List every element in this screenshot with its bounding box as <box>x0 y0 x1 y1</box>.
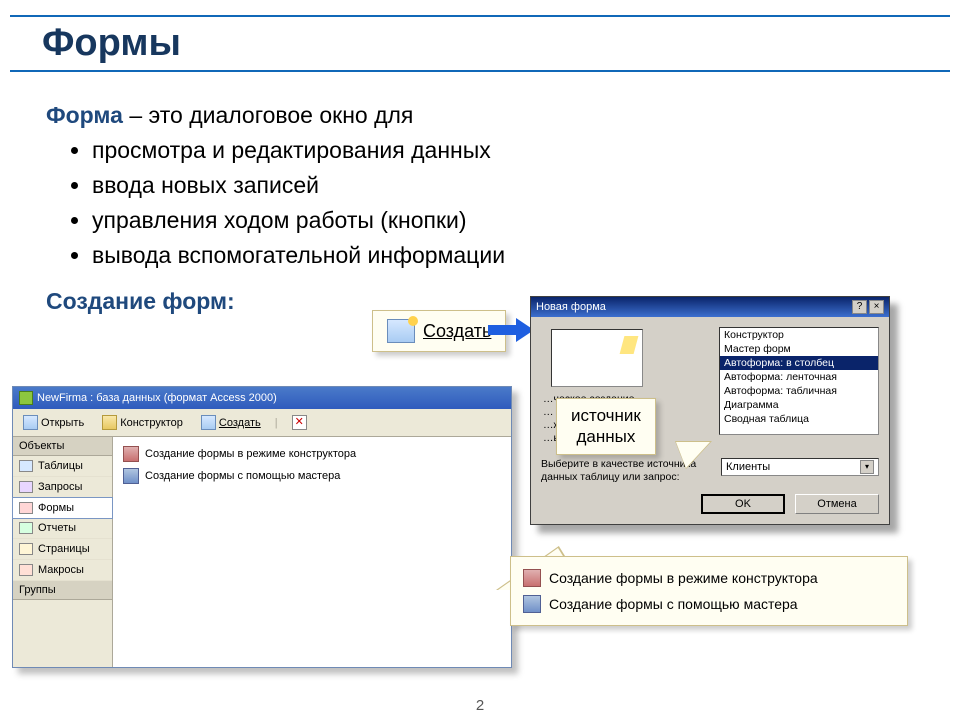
callout-tail <box>676 442 710 468</box>
form-type-option[interactable]: Диаграмма <box>720 398 878 412</box>
delete-icon <box>292 415 307 430</box>
list-item-label: Создание формы с помощью мастера <box>145 470 340 482</box>
arrow-icon <box>488 318 532 342</box>
form-wizard-icon <box>123 468 139 484</box>
ok-button[interactable]: OK <box>701 494 785 514</box>
list-item[interactable]: Создание формы в режиме конструктора <box>121 443 503 465</box>
form-wizard-icon <box>523 595 541 613</box>
sidebar-item-label: Запросы <box>38 481 82 493</box>
subheading: Создание форм: <box>46 288 235 315</box>
sidebar-item-label: Отчеты <box>38 522 76 534</box>
option-row[interactable]: Создание формы в режиме конструктора <box>521 565 897 591</box>
toolbar-create-label: Создать <box>219 417 261 429</box>
form-type-option[interactable]: Мастер форм <box>720 342 878 356</box>
form-design-icon <box>123 446 139 462</box>
sidebar-item-label: Таблицы <box>38 460 83 472</box>
objects-sidebar: Объекты Таблицы Запросы Формы Отчеты Стр… <box>13 437 113 667</box>
create-small-icon <box>201 415 216 430</box>
sidebar-item-label: Формы <box>38 502 74 514</box>
design-icon <box>102 415 117 430</box>
reports-icon <box>19 522 33 534</box>
title-region: Формы <box>0 0 960 86</box>
toolbar-create-button[interactable]: Создать <box>197 413 265 432</box>
sidebar-item-macros[interactable]: Макросы <box>13 560 112 581</box>
definition-keyword: Форма <box>46 102 123 128</box>
create-button-highlight[interactable]: Создать <box>372 310 506 352</box>
form-type-option[interactable]: Автоформа: ленточная <box>720 370 878 384</box>
sidebar-head-objects: Объекты <box>13 437 112 456</box>
bullet-item: вывода вспомогательной информации <box>92 240 505 271</box>
sidebar-item-reports[interactable]: Отчеты <box>13 518 112 539</box>
create-button-label: Создать <box>423 321 491 342</box>
sidebar-item-label: Макросы <box>38 564 84 576</box>
definition-block: Форма – это диалоговое окно для просмотр… <box>46 100 505 275</box>
form-type-option[interactable]: Сводная таблица <box>720 412 878 426</box>
open-icon <box>23 415 38 430</box>
dialog-title: Новая форма <box>536 301 606 313</box>
source-value: Клиенты <box>726 461 770 473</box>
sidebar-item-pages[interactable]: Страницы <box>13 539 112 560</box>
list-item[interactable]: Создание формы с помощью мастера <box>121 465 503 487</box>
toolbar-open-label: Открыть <box>41 417 84 429</box>
dialog-titlebar[interactable]: Новая форма ? × <box>531 297 889 317</box>
bullet-list: просмотра и редактирования данных ввода … <box>74 135 505 271</box>
pages-icon <box>19 543 33 555</box>
option-label: Создание формы в режиме конструктора <box>549 570 818 586</box>
toolbar-open-button[interactable]: Открыть <box>19 413 88 432</box>
sidebar-item-queries[interactable]: Запросы <box>13 477 112 498</box>
title-rule-bottom <box>10 70 950 72</box>
list-item-label: Создание формы в режиме конструктора <box>145 448 356 460</box>
database-title: NewFirma : база данных (формат Access 20… <box>37 392 277 404</box>
bullet-item: управления ходом работы (кнопки) <box>92 205 505 236</box>
page-number: 2 <box>0 697 960 714</box>
form-type-option-selected[interactable]: Автоформа: в столбец <box>720 356 878 370</box>
dropdown-icon[interactable]: ▾ <box>860 460 874 474</box>
form-type-option[interactable]: Конструктор <box>720 328 878 342</box>
form-type-list[interactable]: Конструктор Мастер форм Автоформа: в сто… <box>719 327 879 435</box>
option-label: Создание формы с помощью мастера <box>549 596 798 612</box>
form-creation-options-callout: Создание формы в режиме конструктора Соз… <box>510 556 908 626</box>
form-preview-icon <box>551 329 643 387</box>
macros-icon <box>19 564 33 576</box>
sidebar-item-label: Страницы <box>38 543 90 555</box>
toolbar-delete-button[interactable] <box>288 413 311 432</box>
database-titlebar[interactable]: NewFirma : база данных (формат Access 20… <box>13 387 511 409</box>
create-icon <box>387 319 415 343</box>
definition-rest: – это диалоговое окно для <box>123 102 413 128</box>
callout-line2: данных <box>571 426 641 447</box>
close-button[interactable]: × <box>869 300 884 314</box>
option-row[interactable]: Создание формы с помощью мастера <box>521 591 897 617</box>
window-icon <box>19 391 33 405</box>
data-source-callout: источник данных <box>556 398 656 455</box>
form-type-option[interactable]: Автоформа: табличная <box>720 384 878 398</box>
sidebar-head-groups: Группы <box>13 581 112 600</box>
sidebar-item-tables[interactable]: Таблицы <box>13 456 112 477</box>
database-window: NewFirma : база данных (формат Access 20… <box>12 386 512 668</box>
tables-icon <box>19 460 33 472</box>
cancel-button[interactable]: Отмена <box>795 494 879 514</box>
database-toolbar: Открыть Конструктор Создать | <box>13 409 511 437</box>
source-select[interactable]: Клиенты ▾ <box>721 458 879 476</box>
sidebar-item-forms[interactable]: Формы <box>12 497 113 519</box>
bullet-item: просмотра и редактирования данных <box>92 135 505 166</box>
form-design-icon <box>523 569 541 587</box>
callout-line1: источник <box>571 405 641 426</box>
toolbar-design-button[interactable]: Конструктор <box>98 413 187 432</box>
database-body: Объекты Таблицы Запросы Формы Отчеты Стр… <box>13 437 511 667</box>
queries-icon <box>19 481 33 493</box>
database-list: Создание формы в режиме конструктора Соз… <box>113 437 511 667</box>
bullet-item: ввода новых записей <box>92 170 505 201</box>
page-title: Формы <box>42 22 181 65</box>
title-rule-top <box>10 15 950 17</box>
help-button[interactable]: ? <box>852 300 867 314</box>
toolbar-design-label: Конструктор <box>120 417 183 429</box>
forms-icon <box>19 502 33 514</box>
